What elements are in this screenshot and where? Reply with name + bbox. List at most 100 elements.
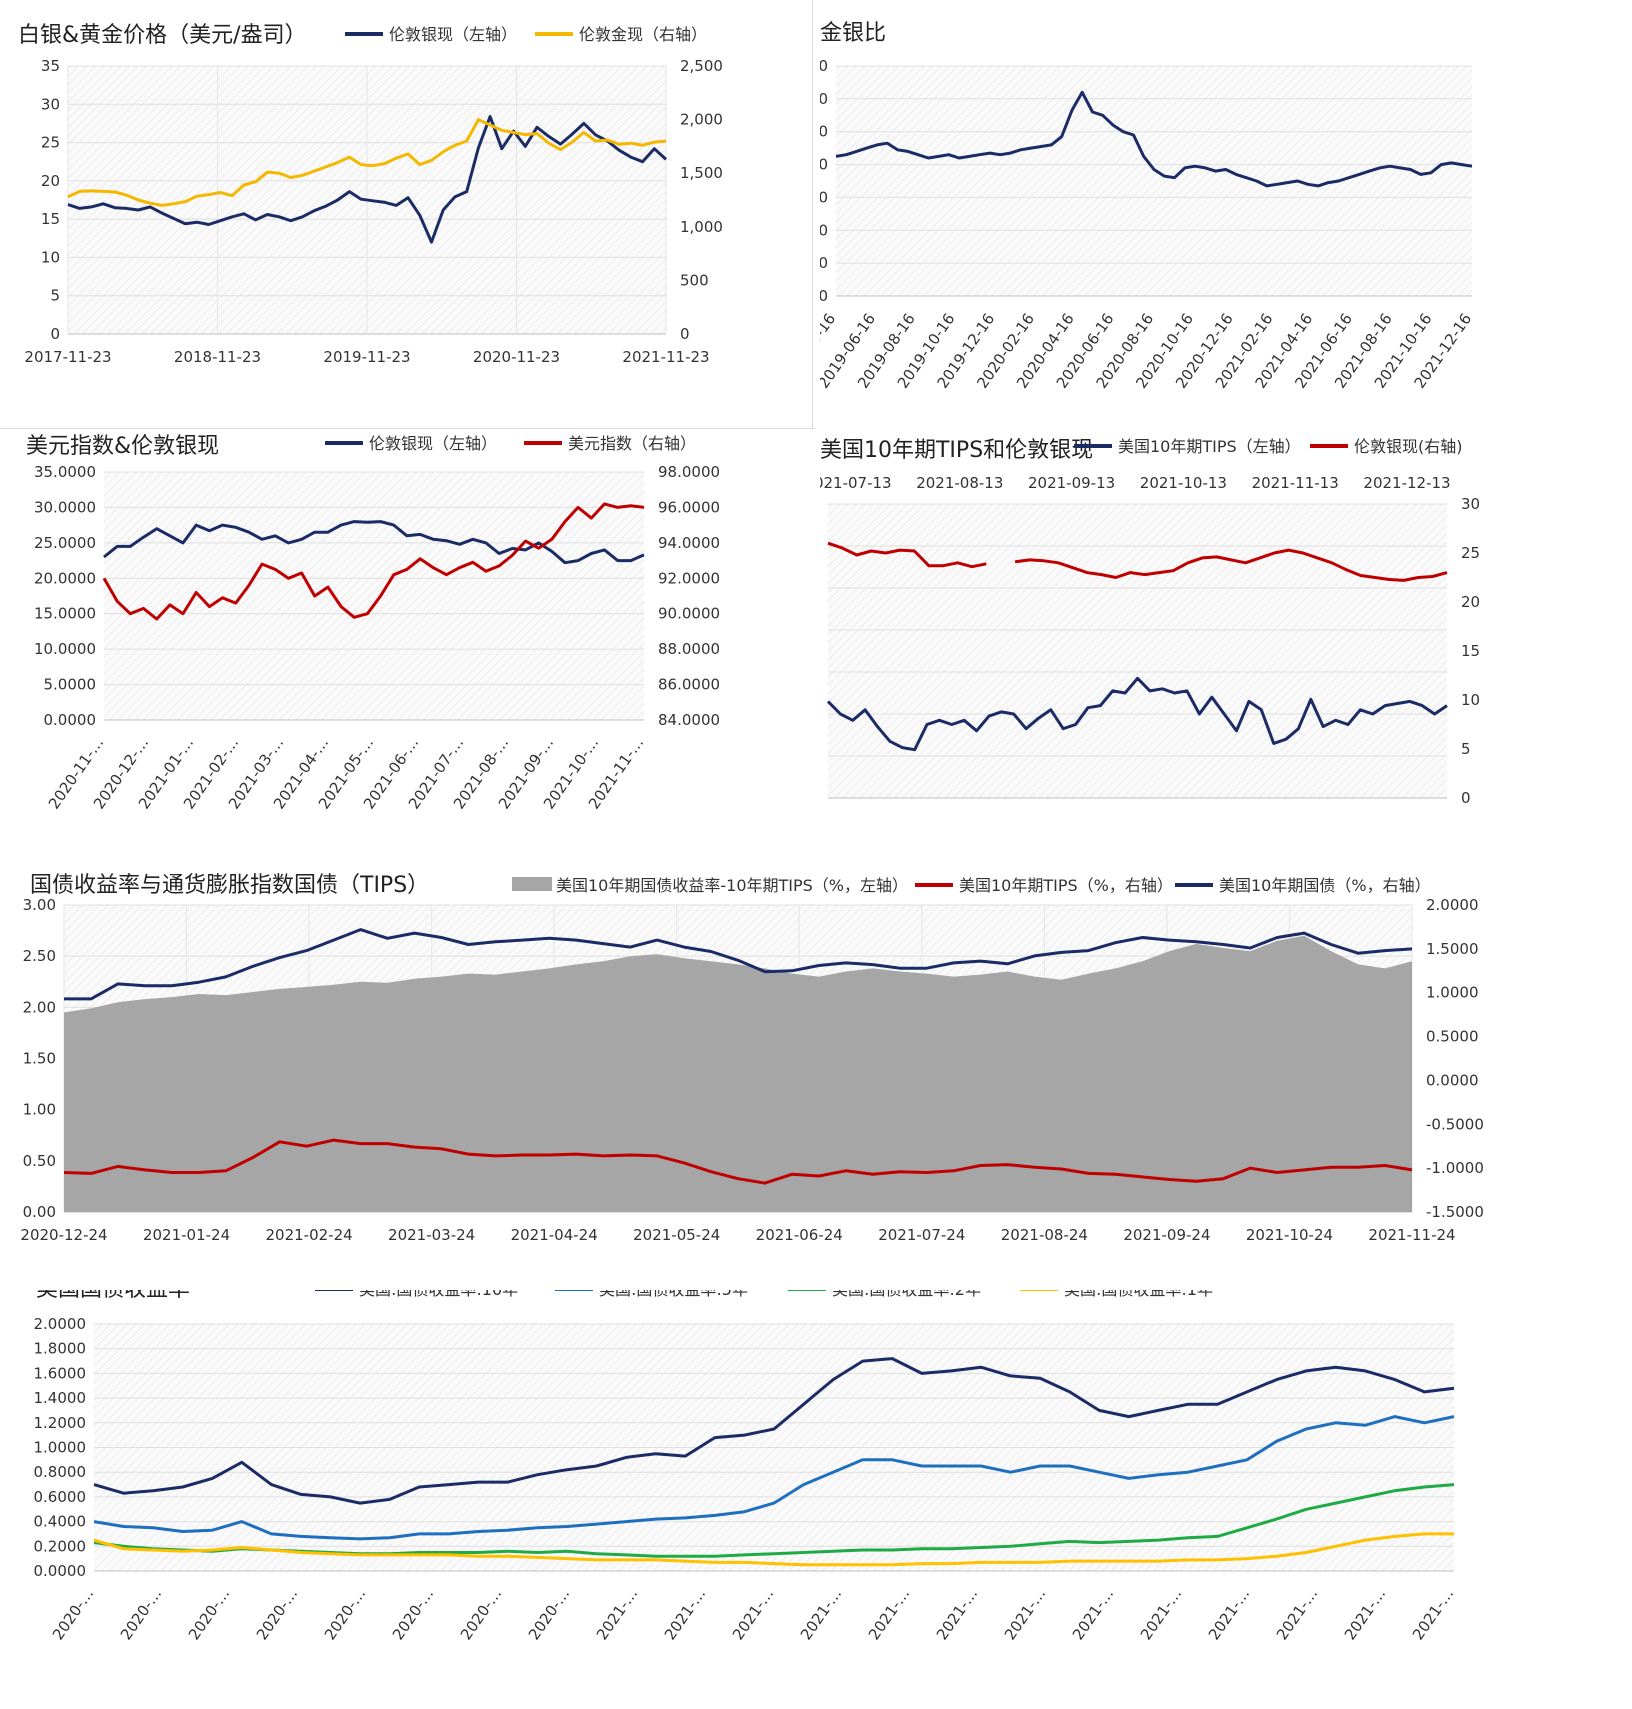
y-tick-left: 30.0000 [34, 498, 96, 516]
x-tick: 2021-… [661, 1585, 709, 1643]
chart-silver-gold-price: 白银&黄金价格（美元/盎司） 0 5 10 15 20 25 30 35 0 500 1,000 1,5… [0, 0, 812, 428]
series-line-1 [102, 502, 645, 621]
y-tick-left: 20 [820, 254, 828, 272]
y-tick-right: 90.0000 [658, 605, 720, 623]
legend-label: 美国10年期国债收益率-10年期TIPS（%，左轴） [556, 876, 908, 895]
legend-label: 美国10年期TIPS（%，右轴） [959, 876, 1173, 895]
y-tick-right: 98.0000 [658, 463, 720, 481]
y-tick-left: 25.0000 [34, 534, 96, 552]
y-tick-left: 35.0000 [34, 463, 96, 481]
x-tick: 2020-… [117, 1585, 165, 1643]
y-tick-left: 10.0000 [34, 640, 96, 658]
y-tick-left: 5 [50, 287, 60, 305]
plot-area [828, 504, 1447, 798]
series-line-0 [826, 676, 1448, 752]
x-tick: 2021-… [797, 1585, 845, 1643]
y-tick-left: 0.4000 [34, 1513, 87, 1531]
series-area-0 [64, 935, 1412, 1212]
y-tick-right: 2.0000 [1426, 896, 1479, 914]
y-tick-left: 25 [41, 134, 60, 152]
x-tick: 2020-… [525, 1585, 573, 1643]
x-tick: 2021-… [593, 1585, 641, 1643]
series-line-1 [93, 1415, 1455, 1541]
x-tick: 2021-… [1409, 1585, 1457, 1643]
y-tick-right: 1.0000 [1426, 984, 1479, 1002]
chart-title: 美元指数&伦敦银现 [26, 434, 219, 459]
y-tick-left: 1.0000 [34, 1439, 87, 1457]
y-tick-left: 0 [50, 325, 60, 343]
chart-title: 国债收益率与通货膨胀指数国债（TIPS） [30, 873, 429, 898]
y-tick-left: 20 [41, 172, 60, 190]
legend-label: 美国:国债收益率:2年 [832, 1290, 981, 1299]
divider-top-vertical [812, 0, 813, 428]
y-tick-right: 2,500 [680, 57, 723, 75]
y-tick-left: 0.2000 [34, 1537, 87, 1555]
legend-swatch [512, 877, 552, 891]
plot-area [104, 472, 644, 720]
series-line-0 [835, 90, 1473, 188]
x-tick: 2021-11-13 [1252, 474, 1339, 492]
x-tick: 2021-… [1341, 1585, 1389, 1643]
x-tick: 2021-09-24 [1123, 1226, 1210, 1244]
y-tick-right: 30 [1461, 495, 1480, 513]
x-tick: 2020-… [253, 1585, 301, 1643]
x-tick: 2021-04-24 [511, 1226, 598, 1244]
y-tick-left: 80 [820, 156, 828, 174]
x-tick: 2021-… [1069, 1585, 1117, 1643]
y-tick-left: 10 [41, 248, 60, 266]
chart-yields-tips: 国债收益率与通货膨胀指数国债（TIPS） 0.00 0.50 1.00 1.50 2.00… [0, 860, 1632, 1280]
chart-title: 美国国债收益率 [36, 1290, 190, 1302]
y-tick-left: 0.6000 [34, 1488, 87, 1506]
y-tick-left: 60 [820, 188, 828, 206]
y-tick-right: 0.0000 [1426, 1071, 1479, 1089]
x-tick: 2021-07-13 [820, 474, 892, 492]
y-tick-left: 0.0000 [34, 1562, 87, 1580]
y-tick-left: 1.8000 [34, 1340, 87, 1358]
y-tick-left: 3.00 [23, 896, 56, 914]
legend-label: 美元指数（右轴） [568, 434, 696, 453]
y-tick-right: 25 [1461, 544, 1480, 562]
y-tick-right: 20 [1461, 593, 1480, 611]
y-tick-left: 1.2000 [34, 1414, 87, 1432]
y-tick-left: 15 [41, 210, 60, 228]
y-tick-left: 20.0000 [34, 569, 96, 587]
y-tick-left: 1.00 [23, 1101, 56, 1119]
series-line-3 [93, 1532, 1454, 1567]
y-tick-right: 1,000 [680, 218, 723, 236]
series-line-2 [64, 928, 1413, 1001]
y-tick-right: 0 [1461, 789, 1471, 807]
y-tick-right: 0 [680, 325, 690, 343]
y-tick-right: 1.5000 [1426, 940, 1479, 958]
y-tick-left: 40 [820, 221, 828, 239]
legend-label: 伦敦银现(右轴) [1354, 437, 1463, 456]
chart-gold-silver-ratio: 金银比0204060801001201402019-04-162019-06-1… [820, 0, 1632, 428]
x-tick: 2021-11-24 [1368, 1226, 1455, 1244]
y-tick-left: 100 [820, 123, 828, 141]
series-line-0 [103, 520, 645, 565]
y-tick-left: 120 [820, 90, 828, 108]
legend-label: 美国10年期国债（%，右轴） [1219, 876, 1431, 895]
y-tick-right: 5 [1461, 740, 1471, 758]
chart-title: 白银&黄金价格（美元/盎司） [18, 23, 307, 48]
y-tick-right: -0.5000 [1426, 1115, 1484, 1133]
y-tick-left: 0.50 [23, 1152, 56, 1170]
y-tick-right: 96.0000 [658, 498, 720, 516]
x-tick: 2021-… [865, 1585, 913, 1643]
plot-area [836, 66, 1472, 296]
series-line-0 [93, 1357, 1455, 1505]
legend-label: 美国:国债收益率:10年 [359, 1290, 518, 1299]
y-tick-right: 500 [680, 271, 709, 289]
y-tick-left: 2.50 [23, 947, 56, 965]
y-tick-left: 1.50 [23, 1050, 56, 1068]
legend-label: 伦敦银现（左轴） [369, 434, 497, 453]
chart-title: 美国10年期TIPS和伦敦银现 [820, 438, 1093, 463]
y-tick-right: 0.5000 [1426, 1028, 1479, 1046]
y-tick-left: 1.6000 [34, 1364, 87, 1382]
legend-label: 伦敦银现（左轴） [389, 25, 517, 44]
series-line-1 [67, 118, 667, 207]
x-tick: 2020-12-24 [20, 1226, 107, 1244]
x-tick: 2021-… [933, 1585, 981, 1643]
chart-title: 金银比 [820, 21, 886, 46]
x-tick: 2020-… [185, 1585, 233, 1643]
x-tick: 2021-… [729, 1585, 777, 1643]
